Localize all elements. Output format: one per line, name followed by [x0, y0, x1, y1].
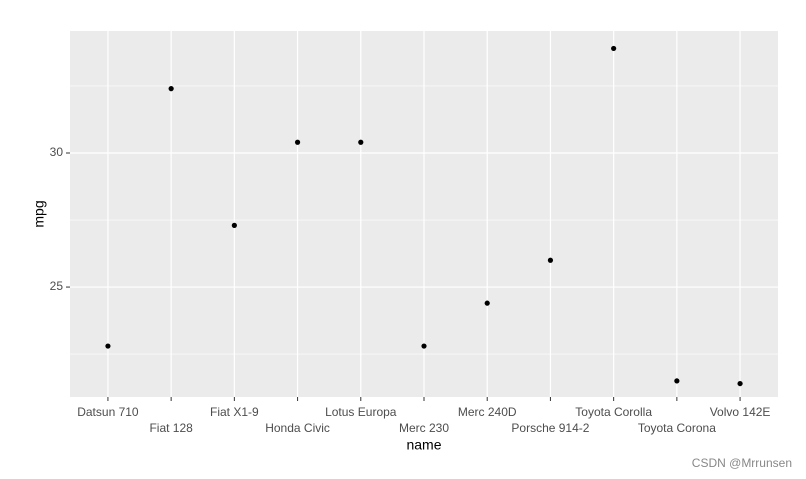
- x-tick-label: Toyota Corona: [638, 421, 716, 435]
- x-tick-label: Merc 240D: [458, 405, 517, 419]
- watermark: CSDN @Mrrunsen: [692, 456, 792, 470]
- point: [168, 86, 174, 92]
- point: [294, 139, 301, 145]
- point: [484, 300, 490, 306]
- point: [231, 222, 237, 228]
- x-tick-label: Fiat 128: [149, 421, 193, 435]
- x-tick-label: Fiat X1-9: [210, 405, 259, 419]
- x-tick-label: Lotus Europa: [325, 405, 397, 419]
- point: [105, 343, 111, 349]
- x-tick-label: Porsche 914-2: [511, 421, 589, 435]
- x-tick-label: Toyota Corolla: [575, 405, 652, 419]
- y-axis-title: mpg: [31, 200, 47, 227]
- point: [421, 343, 427, 349]
- x-tick-label: Volvo 142E: [710, 405, 771, 419]
- y-tick-label: 30: [50, 145, 64, 159]
- y-tick-label: 25: [50, 279, 64, 293]
- x-axis-title: name: [406, 437, 441, 453]
- x-tick-label: Honda Civic: [265, 421, 330, 435]
- point: [611, 45, 617, 52]
- point: [547, 257, 554, 263]
- point: [674, 378, 680, 384]
- x-tick-label: Merc 230: [399, 421, 449, 435]
- point: [737, 380, 743, 387]
- point: [358, 139, 364, 145]
- x-tick-label: Datsun 710: [77, 405, 139, 419]
